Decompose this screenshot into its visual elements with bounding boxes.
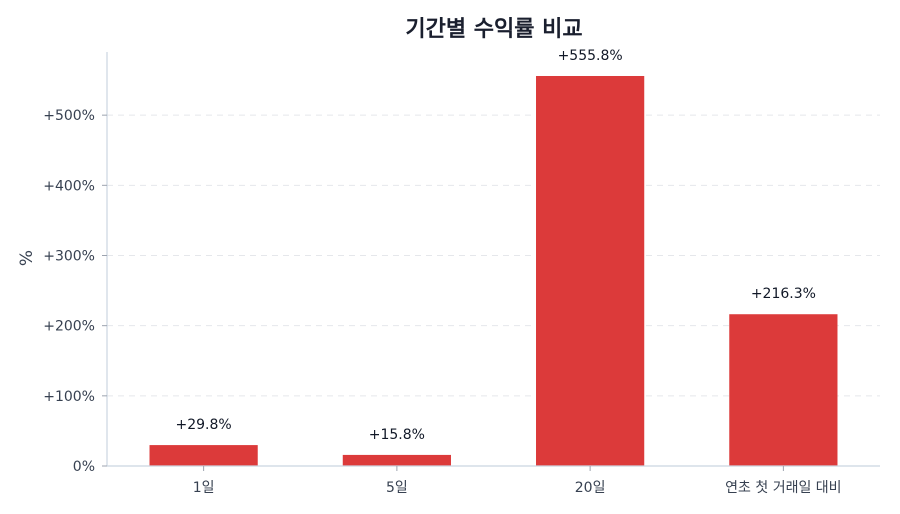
data-labels: +29.8% +15.8% +555.8% +216.3% <box>176 48 816 443</box>
y-tick-label: +400% <box>43 178 95 194</box>
y-tick-label: +200% <box>43 319 95 335</box>
y-axis-label: % <box>17 250 37 266</box>
bar <box>342 454 451 466</box>
x-tick-labels: 1일 5일 20일 연초 첫 거래일 대비 <box>193 466 842 496</box>
x-tick-label: 연초 첫 거래일 대비 <box>725 480 841 496</box>
data-label: +216.3% <box>751 286 816 302</box>
bar <box>149 445 258 466</box>
x-tick-label: 1일 <box>193 480 215 496</box>
y-tick-label: +500% <box>43 108 95 124</box>
bars <box>149 75 838 467</box>
data-label: +555.8% <box>558 48 623 64</box>
data-label: +15.8% <box>369 427 425 443</box>
data-label: +29.8% <box>176 417 232 433</box>
x-tick-label: 20일 <box>575 480 606 496</box>
chart-title: 기간별 수익률 비교 <box>405 17 582 42</box>
y-tick-labels: 0% +100% +200% +300% +400% +500% <box>43 108 107 475</box>
bar <box>729 314 838 466</box>
y-tick-label: +100% <box>43 389 95 405</box>
gridlines <box>107 114 880 397</box>
y-tick-label: 0% <box>73 459 95 475</box>
bar <box>536 75 645 467</box>
x-tick-label: 5일 <box>386 480 408 496</box>
y-tick-label: +300% <box>43 248 95 264</box>
